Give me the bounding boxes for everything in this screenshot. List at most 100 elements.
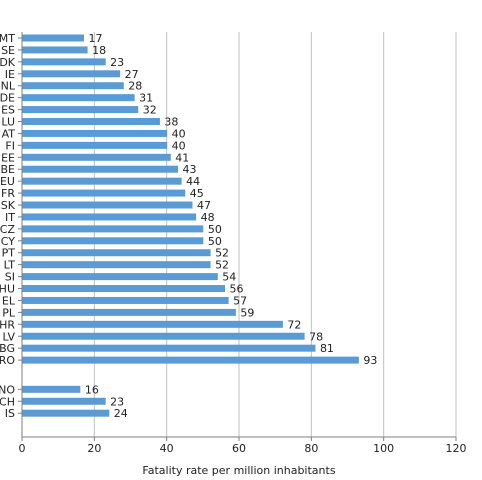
category-label: LT	[4, 259, 16, 272]
value-label: 57	[233, 294, 247, 307]
bar	[22, 82, 124, 90]
category-label: MT	[0, 32, 15, 45]
bar	[22, 385, 81, 393]
value-label: 40	[172, 127, 186, 140]
category-label: FR	[1, 187, 15, 200]
value-label: 32	[143, 104, 157, 117]
bar	[22, 332, 305, 340]
category-label: SI	[5, 271, 15, 284]
bar	[22, 249, 211, 257]
category-label: AT	[2, 127, 16, 140]
bar	[22, 397, 106, 405]
bar	[22, 46, 88, 54]
bar	[22, 141, 168, 149]
bar	[22, 94, 135, 102]
bar	[22, 70, 121, 78]
bar	[22, 320, 283, 328]
value-label: 50	[208, 223, 222, 236]
bar	[22, 106, 139, 114]
bar	[22, 285, 226, 293]
category-label: EL	[2, 294, 16, 307]
x-tick-label: 100	[373, 442, 394, 455]
bar	[22, 34, 84, 42]
x-axis-title: Fatality rate per million inhabitants	[142, 464, 335, 477]
value-label: 41	[175, 151, 189, 164]
x-tick-label: 0	[19, 442, 26, 455]
bar	[22, 356, 359, 364]
category-label: CY	[1, 235, 15, 248]
value-label: 52	[215, 247, 229, 260]
category-label: NO	[0, 383, 15, 396]
category-label: RO	[0, 354, 15, 367]
labels: 0 20 40 60 80 100 120 MT 17 SE 18 DK 23 IE 27 NL 28 DE 31 E…	[0, 32, 467, 455]
category-label: EU	[0, 175, 15, 188]
bar	[22, 237, 204, 245]
category-label: CH	[0, 395, 15, 408]
x-tick-label: 40	[160, 442, 174, 455]
category-label: SK	[1, 199, 16, 212]
x-tick-label: 60	[232, 442, 246, 455]
bar	[22, 273, 218, 281]
value-label: 81	[320, 342, 334, 355]
bar	[22, 177, 182, 185]
bars	[22, 34, 359, 417]
value-label: 24	[114, 407, 128, 420]
value-label: 18	[92, 44, 106, 57]
bar	[22, 409, 110, 417]
category-label: HU	[0, 283, 15, 296]
value-label: 23	[110, 395, 124, 408]
category-label: BE	[1, 163, 16, 176]
value-label: 40	[172, 139, 186, 152]
x-tick-label: 120	[446, 442, 467, 455]
value-label: 28	[128, 80, 142, 93]
value-label: 78	[309, 330, 323, 343]
gridlines	[93, 32, 457, 437]
bar	[22, 225, 204, 233]
value-label: 47	[197, 199, 211, 212]
value-label: 59	[240, 306, 254, 319]
value-label: 93	[363, 354, 377, 367]
value-label: 72	[287, 318, 301, 331]
category-label: DK	[0, 56, 16, 69]
category-label: DE	[0, 92, 15, 105]
category-label: PT	[2, 247, 16, 260]
category-label: IE	[5, 68, 15, 81]
bar	[22, 308, 236, 316]
category-label: IS	[5, 407, 15, 420]
bar	[22, 58, 106, 66]
value-label: 50	[208, 235, 222, 248]
bar	[22, 296, 229, 304]
value-label: 52	[215, 259, 229, 272]
value-label: 31	[139, 92, 153, 105]
bar	[22, 261, 211, 269]
category-label: FI	[5, 139, 15, 152]
x-tick-label: 20	[87, 442, 101, 455]
x-tick-label: 80	[304, 442, 318, 455]
value-label: 48	[201, 211, 215, 224]
value-label: 16	[85, 383, 99, 396]
category-label: LV	[3, 330, 16, 343]
bar	[22, 201, 193, 209]
bar	[22, 118, 160, 126]
category-label: SE	[1, 44, 15, 57]
value-label: 44	[186, 175, 200, 188]
bar	[22, 189, 186, 197]
category-label: CZ	[0, 223, 15, 236]
value-label: 23	[110, 56, 124, 69]
bar	[22, 165, 179, 173]
category-label: IT	[5, 211, 15, 224]
value-label: 54	[222, 271, 236, 284]
value-label: 17	[88, 32, 102, 45]
category-label: LU	[1, 116, 15, 129]
value-label: 56	[230, 283, 244, 296]
value-label: 43	[183, 163, 197, 176]
bar	[22, 153, 171, 161]
value-label: 45	[190, 187, 204, 200]
value-label: 38	[164, 116, 178, 129]
category-label: NL	[1, 80, 16, 93]
category-label: BG	[0, 342, 15, 355]
value-label: 27	[125, 68, 139, 81]
category-label: HR	[0, 318, 15, 331]
category-label: ES	[1, 104, 15, 117]
